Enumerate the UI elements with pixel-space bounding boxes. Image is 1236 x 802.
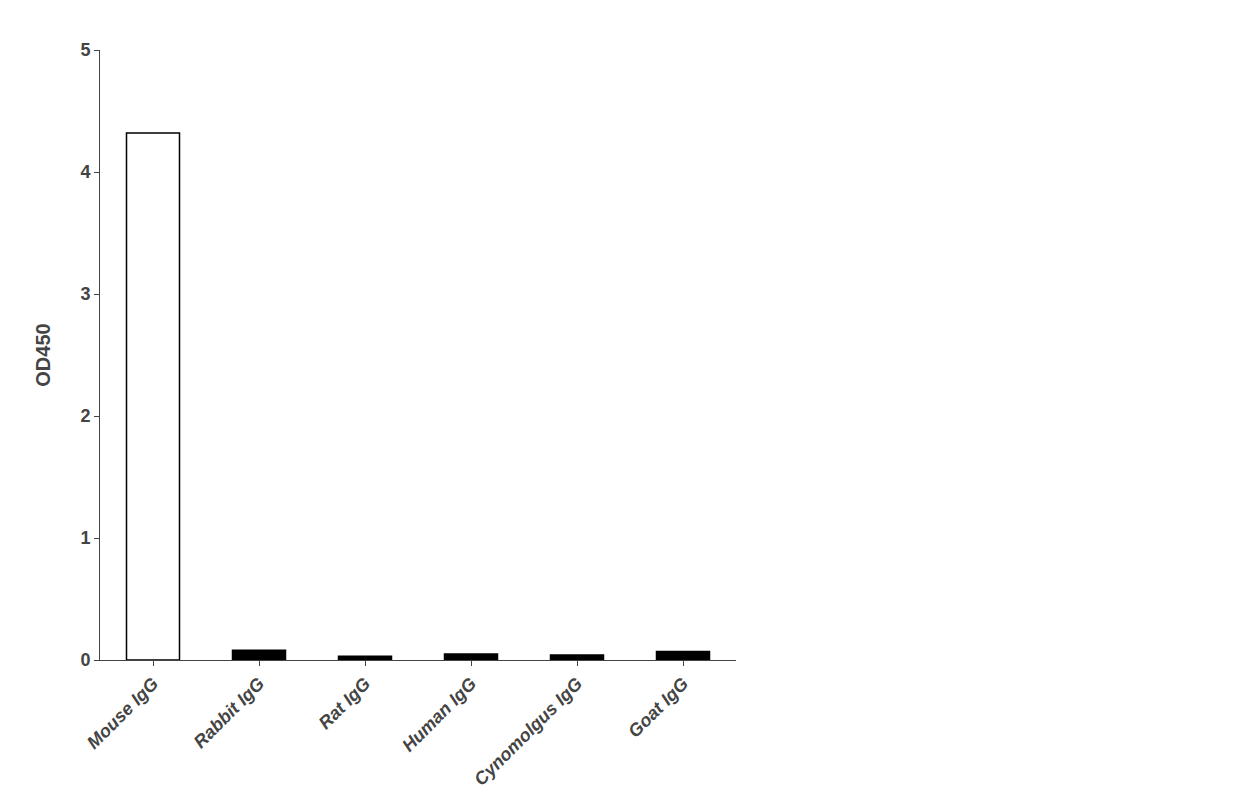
svg-text:Human IgG: Human IgG [398, 674, 480, 756]
svg-text:4: 4 [80, 162, 90, 182]
svg-text:2: 2 [80, 406, 90, 426]
svg-text:0: 0 [80, 650, 90, 670]
svg-text:5: 5 [80, 40, 90, 60]
svg-text:3: 3 [80, 284, 90, 304]
svg-text:OD450: OD450 [32, 323, 54, 386]
svg-text:Mouse IgG: Mouse IgG [83, 674, 162, 753]
svg-text:Rabbit IgG: Rabbit IgG [190, 674, 268, 752]
svg-text:Cynomolgus IgG: Cynomolgus IgG [470, 674, 586, 790]
svg-text:1: 1 [80, 528, 90, 548]
svg-text:Rat IgG: Rat IgG [315, 674, 374, 733]
svg-text:Goat IgG: Goat IgG [624, 674, 692, 742]
